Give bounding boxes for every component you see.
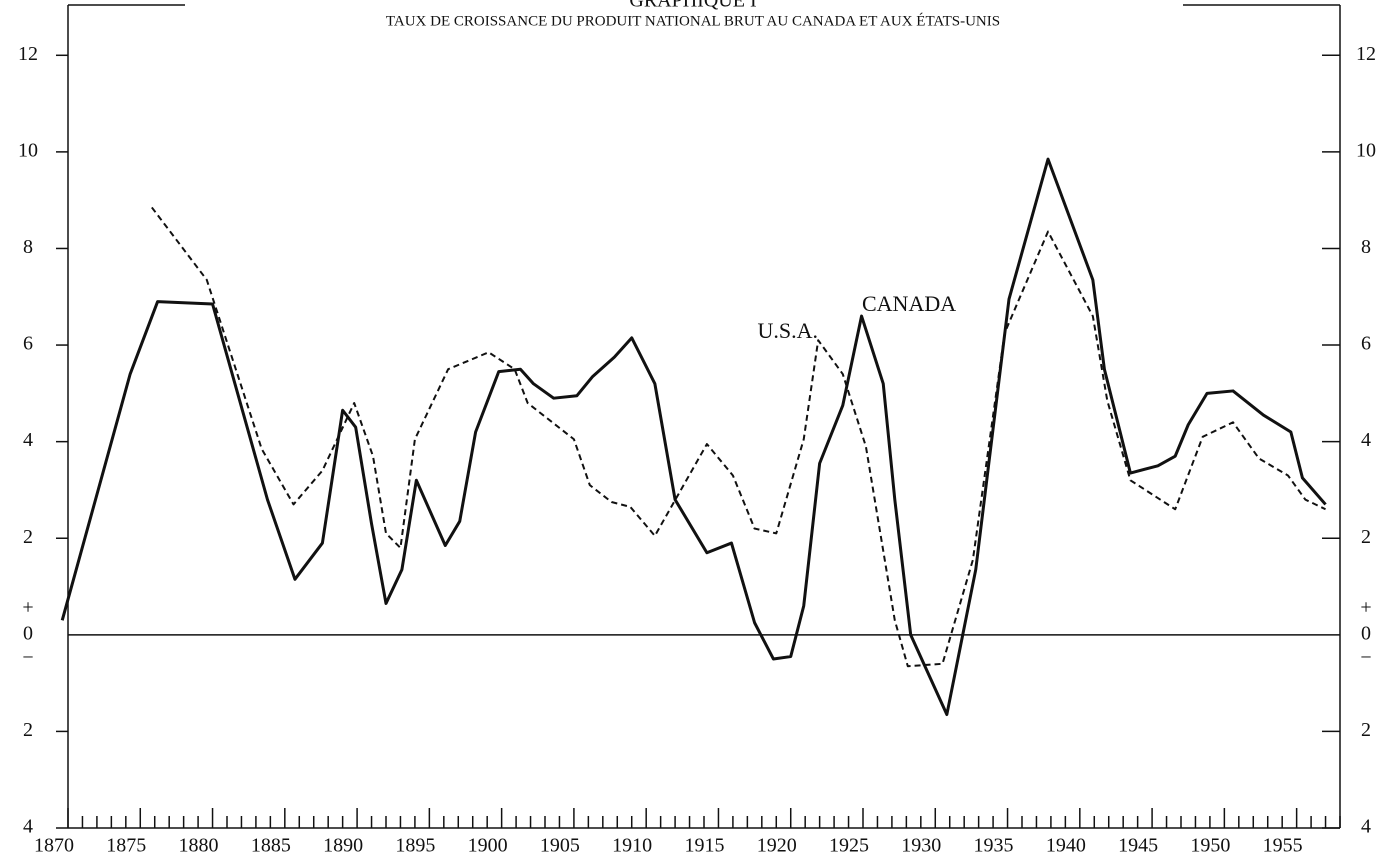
y-tick-label: 6 — [1361, 333, 1371, 355]
series-label: U.S.A. — [757, 318, 818, 343]
y-tick-label: 4 — [23, 429, 33, 451]
x-tick-label: 1950 — [1190, 835, 1230, 857]
x-tick-label: 1870 — [34, 835, 74, 857]
x-tick-label: 1890 — [323, 835, 363, 857]
chart-subtitle: TAUX DE CROISSANCE DU PRODUIT NATIONAL B… — [386, 12, 1000, 29]
y-tick-label: 4 — [1361, 816, 1371, 838]
y-tick-label: 2 — [1361, 719, 1371, 741]
x-tick-label: 1945 — [1118, 835, 1158, 857]
zero-sign: − — [22, 646, 33, 668]
zero-sign: − — [1360, 646, 1371, 668]
x-tick-label: 1905 — [540, 835, 580, 857]
y-tick-label: 2 — [23, 526, 33, 548]
x-tick-label: 1930 — [901, 835, 941, 857]
x-tick-label: 1915 — [684, 835, 724, 857]
series-label: CANADA — [862, 291, 956, 316]
series-line — [151, 206, 1326, 668]
zero-sign: + — [22, 596, 33, 618]
zero-sign: + — [1360, 596, 1371, 618]
x-tick-label: 1920 — [757, 835, 797, 857]
x-tick-label: 1895 — [395, 835, 435, 857]
x-tick-label: 1955 — [1263, 835, 1303, 857]
x-tick-label: 1875 — [106, 835, 146, 857]
x-tick-label: 1885 — [251, 835, 291, 857]
y-tick-label: 0 — [23, 622, 33, 644]
y-tick-label: 6 — [23, 333, 33, 355]
y-tick-label: 10 — [18, 139, 38, 161]
y-tick-label: 2 — [1361, 526, 1371, 548]
x-tick-label: 1880 — [179, 835, 219, 857]
y-tick-label: 0 — [1361, 622, 1371, 644]
chart-title: GRAPHIQUE I — [629, 0, 756, 12]
y-tick-label: 4 — [1361, 429, 1371, 451]
x-tick-label: 1940 — [1046, 835, 1086, 857]
y-tick-label: 12 — [18, 43, 38, 65]
series-line — [60, 157, 1327, 717]
y-tick-label: 4 — [23, 816, 33, 838]
y-tick-label: 8 — [1361, 236, 1371, 258]
y-tick-label: 10 — [1356, 139, 1376, 161]
x-tick-label: 1925 — [829, 835, 869, 857]
y-tick-label: 8 — [23, 236, 33, 258]
x-tick-label: 1900 — [468, 835, 508, 857]
x-tick-label: 1910 — [612, 835, 652, 857]
x-tick-label: 1935 — [974, 835, 1014, 857]
y-tick-label: 2 — [23, 719, 33, 741]
y-tick-label: 12 — [1356, 43, 1376, 65]
